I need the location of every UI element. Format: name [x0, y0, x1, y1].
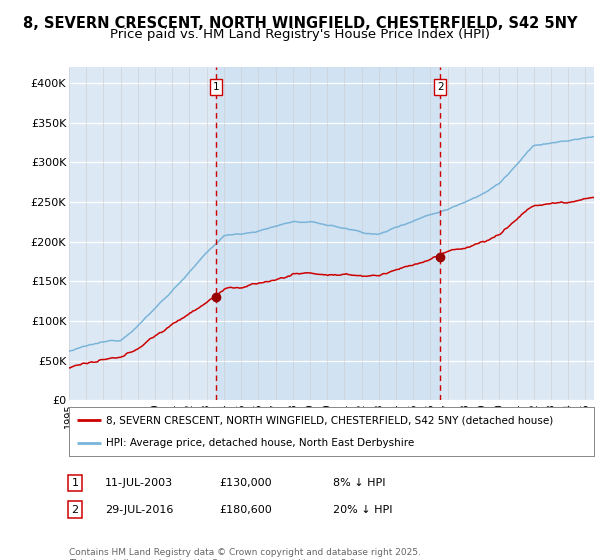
Text: 1: 1: [71, 478, 79, 488]
Text: 2: 2: [437, 82, 443, 92]
Text: 8, SEVERN CRESCENT, NORTH WINGFIELD, CHESTERFIELD, S42 5NY (detached house): 8, SEVERN CRESCENT, NORTH WINGFIELD, CHE…: [106, 416, 553, 426]
Text: Contains HM Land Registry data © Crown copyright and database right 2025.
This d: Contains HM Land Registry data © Crown c…: [69, 548, 421, 560]
Text: 29-JUL-2016: 29-JUL-2016: [105, 505, 173, 515]
Text: 8, SEVERN CRESCENT, NORTH WINGFIELD, CHESTERFIELD, S42 5NY: 8, SEVERN CRESCENT, NORTH WINGFIELD, CHE…: [23, 16, 577, 31]
Text: HPI: Average price, detached house, North East Derbyshire: HPI: Average price, detached house, Nort…: [106, 438, 414, 448]
Text: 8% ↓ HPI: 8% ↓ HPI: [333, 478, 386, 488]
Text: £180,600: £180,600: [219, 505, 272, 515]
Text: 11-JUL-2003: 11-JUL-2003: [105, 478, 173, 488]
Text: £130,000: £130,000: [219, 478, 272, 488]
Bar: [216, 67, 440, 400]
Text: 1: 1: [212, 82, 219, 92]
Text: 20% ↓ HPI: 20% ↓ HPI: [333, 505, 392, 515]
Text: 2: 2: [71, 505, 79, 515]
Text: Price paid vs. HM Land Registry's House Price Index (HPI): Price paid vs. HM Land Registry's House …: [110, 28, 490, 41]
